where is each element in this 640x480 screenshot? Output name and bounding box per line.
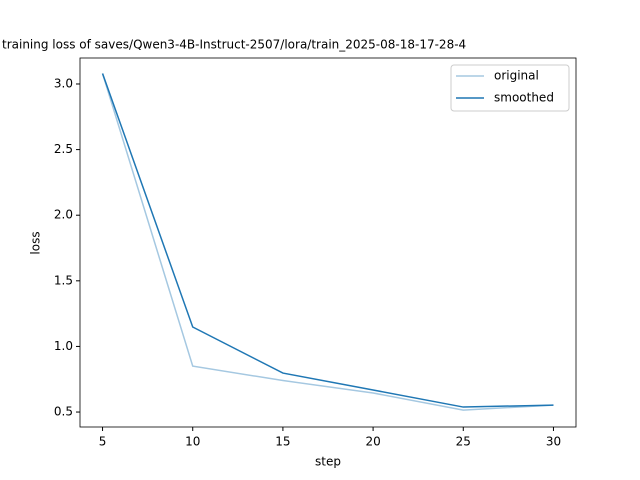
y-tick-label: 2.5: [54, 142, 73, 156]
y-tick-label: 2.0: [54, 208, 73, 222]
y-axis-label: loss: [29, 231, 43, 254]
x-tick-label: 15: [275, 435, 290, 449]
y-tick-label: 3.0: [54, 76, 73, 90]
legend-label: smoothed: [494, 91, 554, 105]
x-tick-label: 30: [546, 435, 561, 449]
x-tick-label: 20: [365, 435, 380, 449]
y-tick-label: 0.5: [54, 405, 73, 419]
x-tick-label: 5: [99, 435, 107, 449]
chart-title: training loss of saves/Qwen3-4B-Instruct…: [2, 38, 466, 52]
line: [101, 73, 554, 411]
x-tick-label: 10: [185, 435, 200, 449]
line: [101, 73, 554, 408]
x-tick-label: 25: [456, 435, 471, 449]
x-axis-label: step: [315, 455, 341, 469]
legend-label: original: [494, 69, 539, 83]
plot-frame: [79, 57, 577, 428]
y-tick-label: 1.5: [54, 273, 73, 287]
y-tick-label: 1.0: [54, 339, 73, 353]
